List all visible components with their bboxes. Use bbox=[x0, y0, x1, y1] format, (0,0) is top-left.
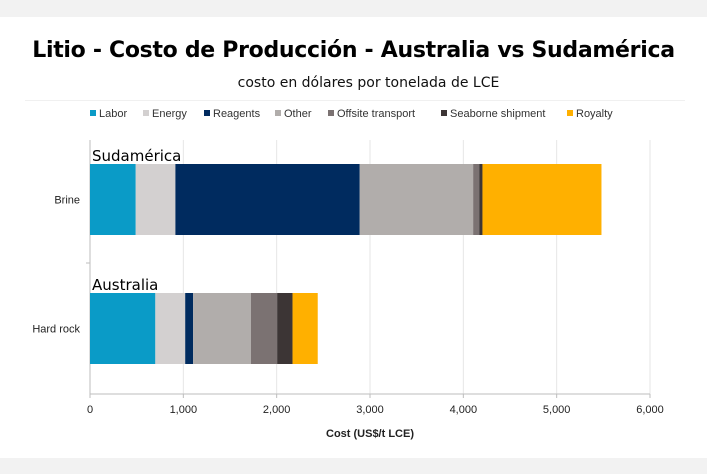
y-tick-label: Brine bbox=[54, 195, 80, 207]
y-tick-label: Hard rock bbox=[32, 324, 80, 336]
legend-label: Other bbox=[284, 108, 312, 120]
bar-segment-hard-rock-other bbox=[193, 293, 251, 364]
legend-swatch-energy bbox=[143, 110, 149, 116]
bar-segment-brine-energy bbox=[136, 164, 176, 235]
legend-swatch-reagents bbox=[204, 110, 210, 116]
bar-annotation: Australia bbox=[92, 276, 158, 294]
legend-swatch-labor bbox=[90, 110, 96, 116]
legend-label: Royalty bbox=[576, 108, 613, 120]
legend-label: Reagents bbox=[213, 108, 261, 120]
legend-swatch-seaborne-shipment bbox=[441, 110, 447, 116]
x-tick-label: 1,000 bbox=[170, 404, 198, 416]
bar-segment-brine-reagents bbox=[175, 164, 359, 235]
bar-segment-brine-seaborne-shipment bbox=[479, 164, 482, 235]
x-axis-title: Cost (US$/t LCE) bbox=[326, 428, 414, 440]
bar-segment-hard-rock-energy bbox=[155, 293, 185, 364]
bar-segment-hard-rock-offsite-transport bbox=[251, 293, 277, 364]
x-tick-label: 5,000 bbox=[543, 404, 571, 416]
bar-segment-brine-royalty bbox=[482, 164, 601, 235]
bar-segment-brine-labor bbox=[90, 164, 136, 235]
x-tick-label: 2,000 bbox=[263, 404, 291, 416]
bottom-band bbox=[0, 458, 707, 474]
legend-swatch-royalty bbox=[567, 110, 573, 116]
legend-label: Labor bbox=[99, 108, 127, 120]
legend-label: Offsite transport bbox=[337, 108, 415, 120]
legend-swatch-other bbox=[275, 110, 281, 116]
bar-segment-brine-offsite-transport bbox=[473, 164, 479, 235]
legend-swatch-offsite-transport bbox=[328, 110, 334, 116]
bar-segment-brine-other bbox=[360, 164, 473, 235]
bar-segment-hard-rock-seaborne-shipment bbox=[277, 293, 292, 364]
x-tick-label: 6,000 bbox=[636, 404, 664, 416]
bar-segment-hard-rock-royalty bbox=[293, 293, 318, 364]
x-tick-label: 0 bbox=[87, 404, 93, 416]
x-tick-label: 4,000 bbox=[450, 404, 478, 416]
bar-annotation: Sudamérica bbox=[92, 147, 181, 165]
legend-label: Energy bbox=[152, 108, 187, 120]
bar-segment-hard-rock-labor bbox=[90, 293, 155, 364]
bar-segment-hard-rock-reagents bbox=[185, 293, 193, 364]
x-tick-label: 3,000 bbox=[356, 404, 384, 416]
legend-label: Seaborne shipment bbox=[450, 108, 545, 120]
